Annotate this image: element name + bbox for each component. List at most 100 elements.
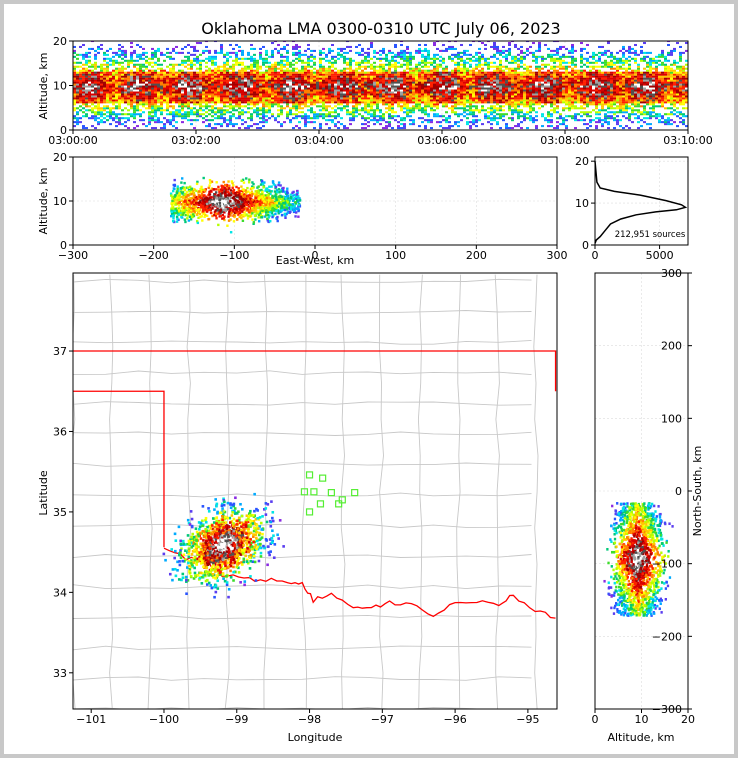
source-bin [139,99,142,102]
source-bin [112,95,115,98]
source-bin [85,63,88,66]
source-bin [196,41,199,45]
source-bin [442,71,445,74]
source-bin [157,73,160,76]
source-bin [199,65,202,68]
source-bin [454,107,457,110]
source-bin [142,111,145,114]
source-bin [499,101,502,104]
source-bin [517,81,520,84]
source-bin [145,87,148,90]
source-bin [202,97,205,100]
source-bin [319,73,322,76]
source-bin [286,51,289,54]
source-bin [136,105,139,108]
source-bin [406,75,409,78]
source-bin [331,81,334,84]
source-bin [145,107,148,110]
source-bin [133,117,136,120]
source-bin [151,117,154,120]
source-bin [517,111,520,114]
source-bin [406,105,409,108]
source-bin [511,119,514,122]
source-bin [130,87,133,90]
source-bin [232,83,235,86]
source-bin [511,105,514,108]
source-bin [337,73,340,76]
source-bin [145,81,148,84]
source-bin [199,59,202,62]
source-bin [562,97,565,100]
source-bin [487,67,490,70]
source-bin [559,101,562,104]
source-bin [190,73,193,76]
source-bin [517,109,520,112]
source-bin [529,93,532,96]
source-bin [127,75,130,78]
source-bin [115,69,118,72]
source-bin [325,71,328,74]
source-bin [454,95,457,98]
source-bin [367,47,370,50]
source-bin [394,75,397,78]
source-bin [337,121,340,124]
source-bin [559,89,562,92]
source-bin [223,97,226,100]
source-bin [589,95,592,98]
source-bin [265,97,268,100]
source-bin [532,121,535,124]
source-bin [316,73,319,76]
source-bin [163,101,166,104]
source-bin [115,83,118,86]
source-bin [259,83,262,86]
source-bin [358,79,361,82]
source-bin [313,75,316,78]
source-bin [178,113,181,116]
source-bin [163,77,166,80]
source-bin [535,125,538,128]
source-bin [514,87,517,90]
source-bin [475,75,478,78]
source-bin [115,81,118,84]
source-bin [226,89,229,92]
source-bin [277,97,280,100]
source-bin [589,97,592,100]
source-bin [406,101,409,104]
source-bin [328,87,331,90]
source-bin [172,117,175,120]
source-bin [481,71,484,74]
source-bin [460,67,463,70]
source-bin [475,125,478,128]
source-bin [499,87,502,90]
source-bin [367,89,370,92]
source-bin [331,57,334,60]
source-bin [325,67,328,70]
source-bin [457,121,460,124]
source-bin [310,89,313,92]
source-bin [160,87,163,90]
source-bin [424,101,427,104]
source-bin [370,43,373,47]
source-bin [265,49,268,52]
source-bin [301,93,304,96]
source-bin [460,43,463,47]
source-bin [358,43,361,47]
source-bin [193,99,196,102]
source-bin [586,75,589,78]
source-bin [418,99,421,102]
source-bin [385,69,388,72]
source-bin [391,107,394,110]
source-bin [307,55,310,58]
source-bin [211,93,214,96]
source-bin [85,73,88,76]
source-bin [466,75,469,78]
source-bin [508,91,511,94]
source-bin [196,113,199,116]
source-bin [277,99,280,102]
source-bin [415,105,418,108]
source-bin [409,51,412,54]
source-bin [286,49,289,52]
source-bin [301,97,304,100]
source-bin [385,97,388,100]
source-bin [115,77,118,80]
